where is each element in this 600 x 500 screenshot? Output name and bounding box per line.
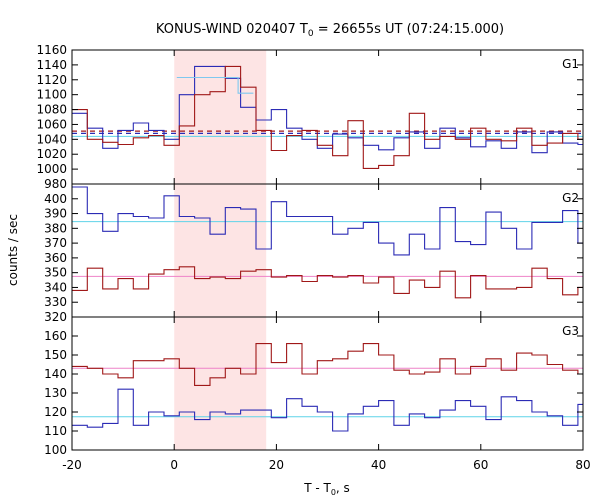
g1-ytick-label: 1060 xyxy=(36,117,67,131)
g2-ytick-label: 380 xyxy=(44,221,67,235)
y-axis-label: counts / sec xyxy=(6,214,20,286)
x-axis-label: T - T0, s xyxy=(303,481,350,497)
x-tick-label: 40 xyxy=(371,458,386,472)
chart-title: KONUS-WIND 020407 T0 = 26655s UT (07:24:… xyxy=(156,22,504,39)
g2-ytick-label: 320 xyxy=(44,310,67,324)
g3-ytick-label: 160 xyxy=(44,329,67,343)
g1-series-1 xyxy=(72,65,583,169)
g1-ytick-label: 1140 xyxy=(36,58,67,72)
g1-ytick-label: 1020 xyxy=(36,147,67,161)
g1-ytick-label: 1080 xyxy=(36,103,67,117)
g1-ytick-label: 1000 xyxy=(36,162,67,176)
g2-series-1 xyxy=(72,266,583,299)
g1-panel-label: G1 xyxy=(562,57,579,71)
g2-panel-frame xyxy=(71,183,584,318)
g2-ytick-label: 330 xyxy=(44,295,67,309)
g2-ytick-label: 340 xyxy=(44,280,67,294)
g3-series-0 xyxy=(72,388,583,432)
g2-series-0 xyxy=(72,186,583,256)
x-tick-label: 60 xyxy=(473,458,488,472)
shaded-interval xyxy=(174,50,267,450)
g2-ytick-label: 370 xyxy=(44,236,67,250)
g3-ytick-label: 100 xyxy=(44,443,67,457)
g2-ytick-label: 360 xyxy=(44,251,67,265)
g1-ytick-label: 980 xyxy=(44,177,67,191)
x-tick-label: 20 xyxy=(269,458,284,472)
x-tick-label: -20 xyxy=(62,458,82,472)
g1-ytick-label: 1120 xyxy=(36,73,67,87)
g3-ytick-label: 140 xyxy=(44,367,67,381)
g2-ytick-label: 350 xyxy=(44,266,67,280)
g2-ytick-label: 400 xyxy=(44,192,67,206)
g3-panel-label: G3 xyxy=(562,324,579,338)
g1-series-2 xyxy=(176,76,254,94)
x-tick-label: 80 xyxy=(575,458,590,472)
plot-area: 980100010201040106010801100112011401160G… xyxy=(36,43,590,472)
g1-ytick-label: 1160 xyxy=(36,43,67,57)
g3-series-1 xyxy=(72,343,583,386)
g1-panel-frame xyxy=(71,49,584,185)
x-tick-label: 0 xyxy=(170,458,178,472)
g3-panel-frame xyxy=(71,316,584,451)
g3-ytick-label: 120 xyxy=(44,405,67,419)
g1-ytick-label: 1100 xyxy=(36,88,67,102)
g2-panel-label: G2 xyxy=(562,191,579,205)
g3-ytick-label: 130 xyxy=(44,386,67,400)
g3-ytick-label: 110 xyxy=(44,424,67,438)
g1-ytick-label: 1040 xyxy=(36,132,67,146)
g3-ytick-label: 150 xyxy=(44,348,67,362)
g1-series-0 xyxy=(72,65,583,154)
g2-ytick-label: 390 xyxy=(44,207,67,221)
